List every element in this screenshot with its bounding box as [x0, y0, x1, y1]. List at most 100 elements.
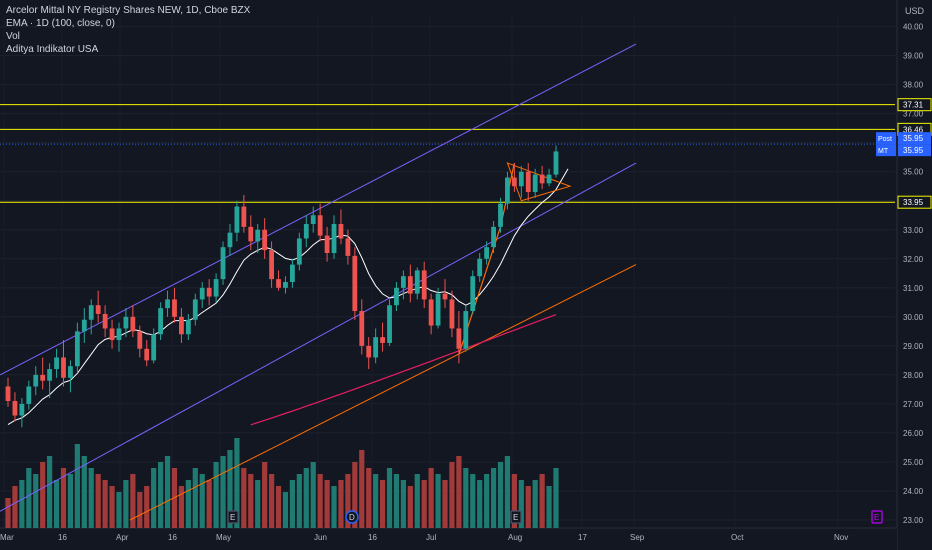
price-level-label-box[interactable] [897, 98, 932, 112]
channel-lower-line[interactable] [0, 162, 637, 512]
earnings-marker[interactable] [510, 510, 522, 524]
candle-body[interactable] [539, 174, 545, 184]
custom-indicator-label[interactable]: Aditya Indikator USA [6, 44, 99, 55]
candle-body[interactable] [317, 215, 323, 236]
candle-body[interactable] [435, 293, 441, 326]
candle-body[interactable] [491, 226, 496, 248]
price-level-label-box[interactable] [897, 195, 932, 209]
candle-body[interactable] [505, 177, 510, 204]
candle-body[interactable] [262, 229, 268, 251]
candle-body[interactable] [47, 369, 53, 381]
candle-body[interactable] [33, 374, 39, 387]
time-axis-bg[interactable] [0, 528, 897, 550]
candle-body[interactable] [518, 171, 524, 187]
candle-body[interactable] [158, 308, 164, 335]
candle-body[interactable] [373, 337, 379, 358]
candle-body[interactable] [484, 247, 490, 259]
candle-body[interactable] [338, 223, 344, 239]
price-axis-bg[interactable] [897, 0, 932, 550]
candle-body[interactable] [276, 279, 281, 288]
candle-body[interactable] [95, 305, 101, 314]
ema-line[interactable] [250, 313, 557, 426]
candle-body[interactable] [359, 311, 365, 346]
candle-body[interactable] [456, 328, 462, 349]
mt-price-box[interactable] [898, 144, 931, 157]
upcoming-earnings-marker[interactable] [871, 510, 883, 524]
candle-body[interactable] [40, 374, 46, 381]
dividend-marker[interactable] [345, 510, 359, 524]
candle-body[interactable] [54, 357, 59, 370]
candle-body[interactable] [511, 177, 517, 187]
candle-body[interactable] [407, 276, 413, 294]
candle-body[interactable] [116, 328, 122, 341]
candle-body[interactable] [19, 403, 25, 416]
candle-body[interactable] [421, 270, 427, 300]
candle-body[interactable] [366, 345, 372, 358]
candle-body[interactable] [255, 229, 261, 242]
post-price-box[interactable] [898, 132, 931, 145]
candle-body[interactable] [296, 238, 302, 265]
candle-body[interactable] [449, 299, 455, 329]
ema-indicator-label[interactable]: EMA · 1D (100, close, 0) [6, 18, 115, 29]
candle-body[interactable] [283, 282, 288, 288]
candle-body[interactable] [470, 276, 476, 312]
candle-body[interactable] [532, 174, 538, 193]
candle-body[interactable] [88, 305, 94, 320]
candle-body[interactable] [310, 215, 316, 224]
candle-body[interactable] [61, 357, 66, 378]
candle-body[interactable] [26, 386, 32, 404]
candle-body[interactable] [303, 223, 309, 239]
candle-body[interactable] [81, 319, 87, 332]
candle-body[interactable] [5, 386, 11, 402]
candle-body[interactable] [68, 366, 73, 378]
candle-body[interactable] [345, 238, 351, 256]
candle-body[interactable] [165, 299, 170, 309]
candle-body[interactable] [387, 305, 392, 343]
candle-body[interactable] [442, 293, 448, 300]
symbol-title[interactable]: Arcelor Mittal NY Registry Shares NEW, 1… [6, 5, 251, 16]
candle-body[interactable] [192, 299, 198, 320]
candle-body[interactable] [123, 316, 129, 329]
candle-body[interactable] [248, 226, 254, 242]
candle-body[interactable] [394, 287, 399, 306]
candle-body[interactable] [151, 334, 157, 361]
candle-body[interactable] [400, 276, 406, 288]
indicator-line[interactable] [7, 168, 569, 425]
candle-body[interactable] [12, 401, 18, 416]
trend-line[interactable] [129, 264, 637, 521]
candle-body[interactable] [352, 255, 358, 312]
candle-body[interactable] [234, 206, 240, 233]
candle-body[interactable] [553, 151, 559, 175]
candle-body[interactable] [199, 287, 205, 300]
candle-body[interactable] [324, 235, 330, 253]
candle-body[interactable] [227, 232, 233, 248]
candle-body[interactable] [213, 279, 219, 297]
candle-body[interactable] [130, 316, 136, 332]
candle-body[interactable] [331, 223, 337, 253]
candle-body[interactable] [172, 299, 177, 317]
candle-body[interactable] [220, 247, 226, 280]
candle-body[interactable] [414, 270, 420, 294]
candle-body[interactable] [498, 203, 503, 227]
candle-body[interactable] [477, 258, 483, 277]
candle-body[interactable] [241, 206, 247, 227]
earnings-marker[interactable] [227, 510, 239, 524]
candle-body[interactable] [290, 264, 295, 283]
candle-body[interactable] [428, 299, 434, 326]
candle-body[interactable] [74, 331, 80, 367]
candle-body[interactable] [137, 331, 143, 349]
candle-body[interactable] [269, 250, 274, 280]
candle-body[interactable] [179, 316, 184, 335]
candle-body[interactable] [525, 171, 531, 193]
candle-body[interactable] [463, 311, 469, 349]
candle-body[interactable] [144, 348, 150, 361]
volume-indicator-label[interactable]: Vol [6, 31, 20, 42]
candle-body[interactable] [380, 337, 385, 343]
candle-body[interactable] [546, 174, 552, 184]
candle-body[interactable] [102, 313, 108, 329]
candle-body[interactable] [109, 328, 115, 341]
candle-body[interactable] [206, 287, 212, 297]
candle-body[interactable] [185, 319, 191, 335]
